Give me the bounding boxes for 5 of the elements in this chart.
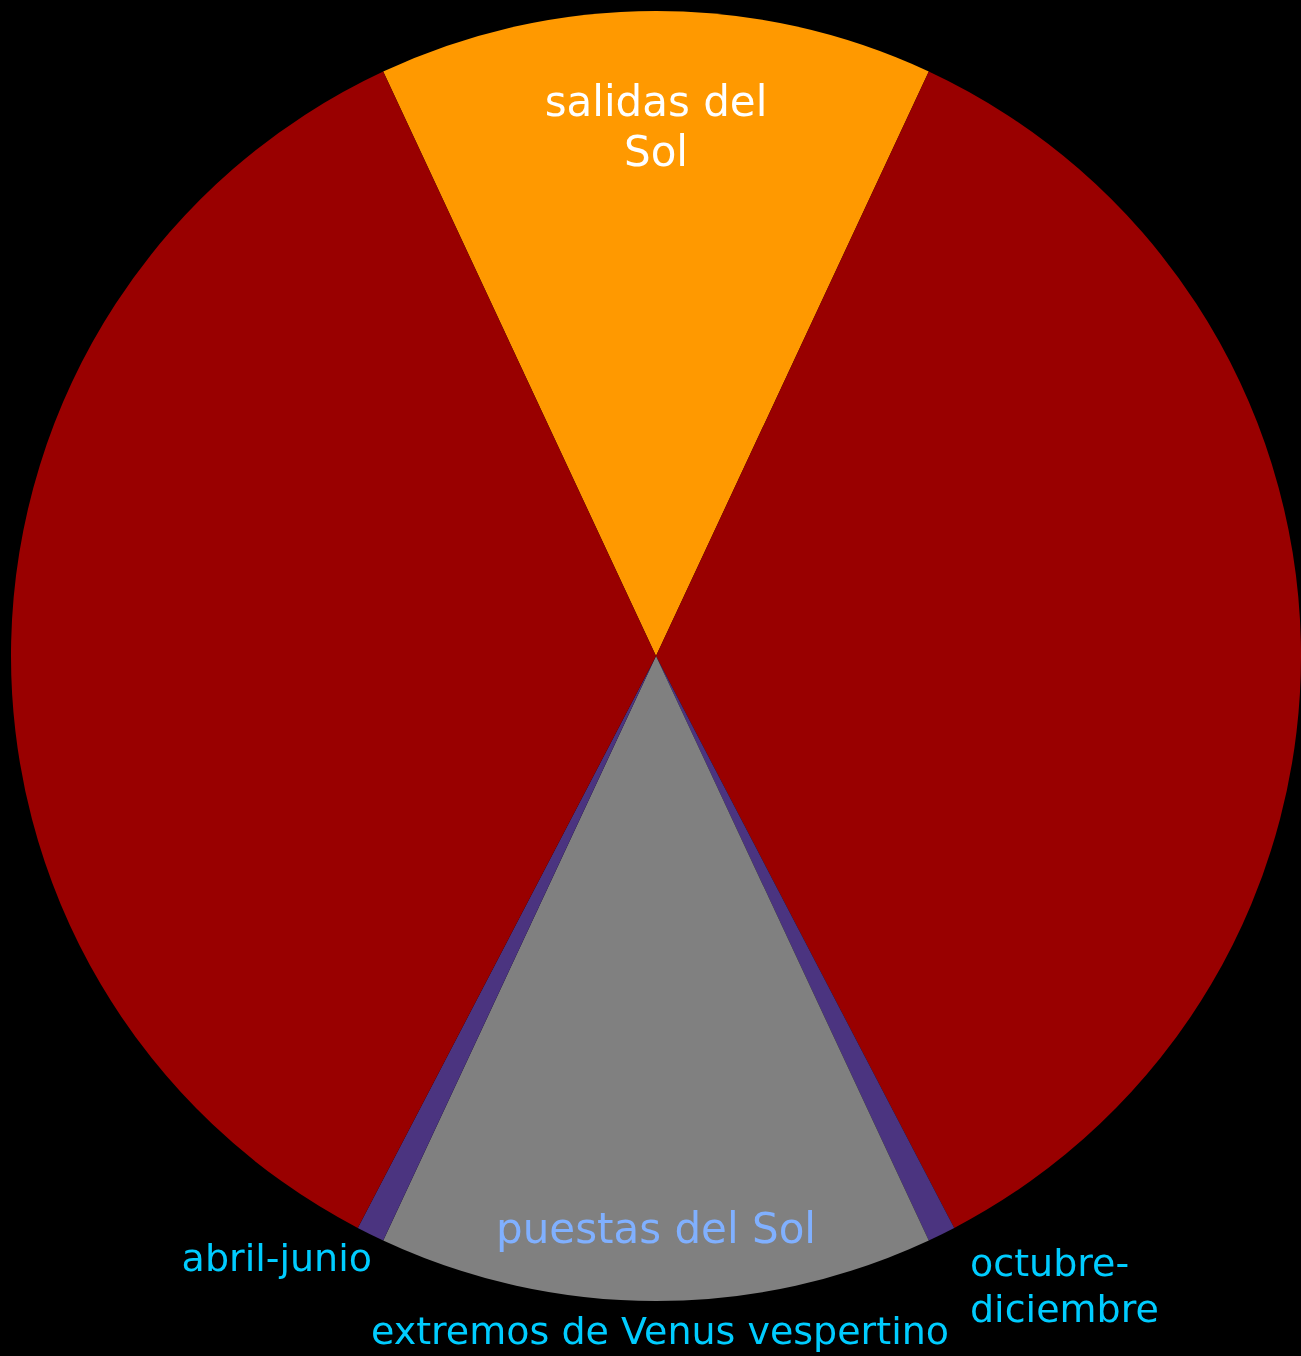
slice-label: octubre-diciembre <box>970 1241 1159 1331</box>
slice-label: abril-junio <box>181 1236 372 1280</box>
slice-label: puestas del Sol <box>496 1204 816 1253</box>
text: extremos de Venus vespertino <box>370 1309 950 1353</box>
slice-label: salidas del Sol <box>544 76 768 177</box>
